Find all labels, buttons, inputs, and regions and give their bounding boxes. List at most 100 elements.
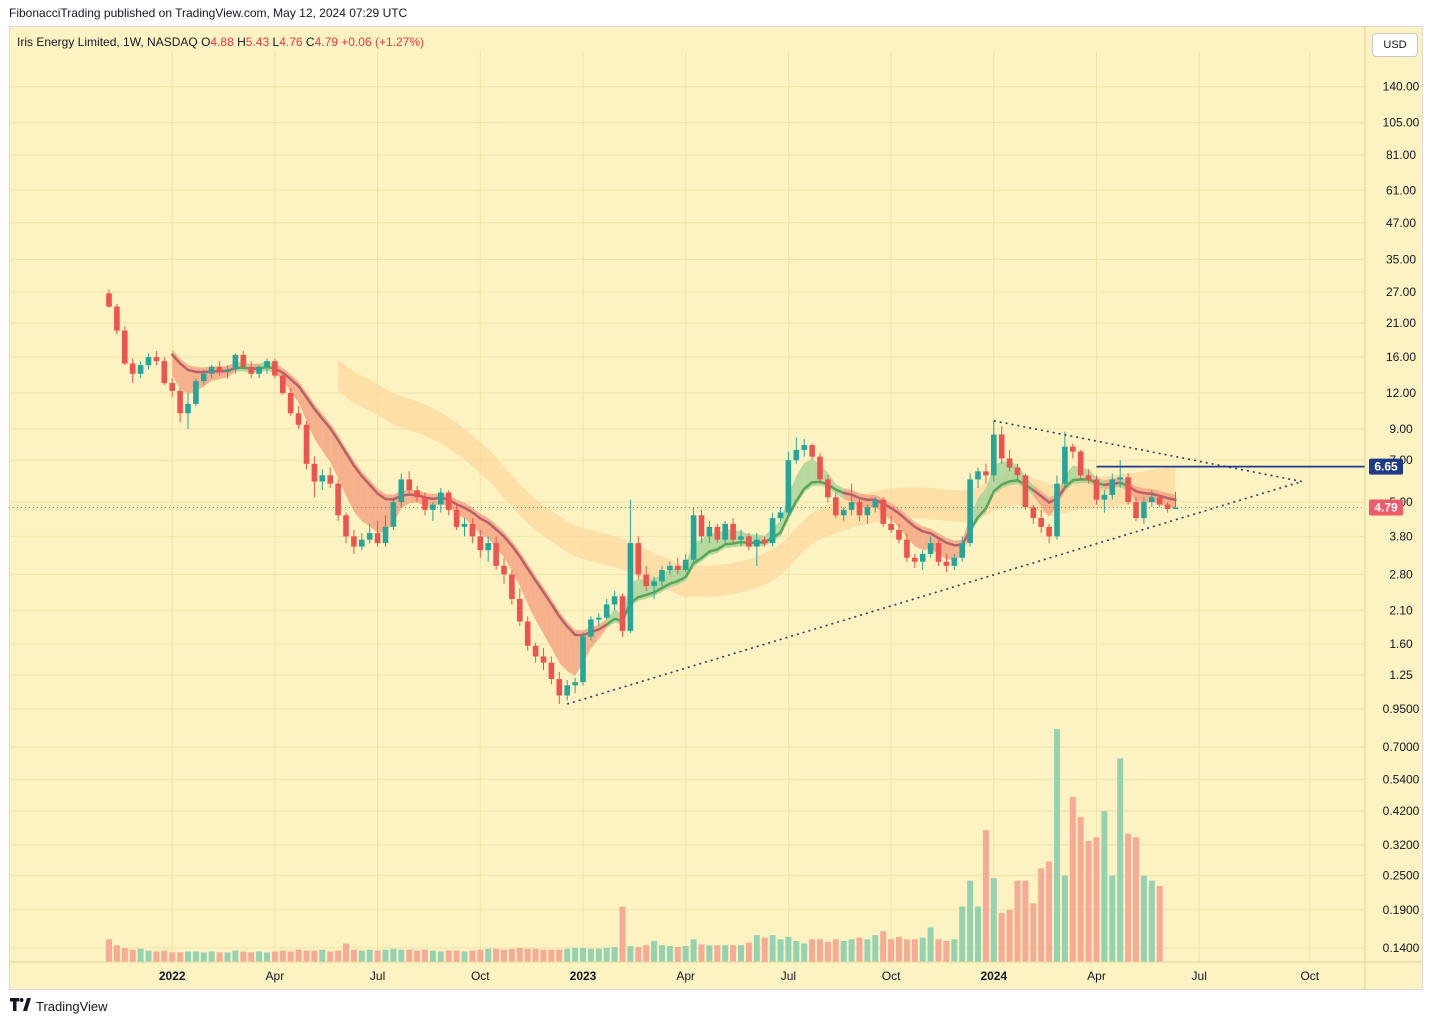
candle-body [493, 543, 499, 566]
ma-line-segment [534, 579, 545, 594]
time-tick-label: Jul [781, 969, 796, 983]
ma-line-segment [684, 561, 695, 579]
volume-bar [840, 940, 847, 962]
volume-bar [595, 948, 602, 962]
currency-button[interactable]: USD [1372, 33, 1418, 57]
ma-line-segment [644, 591, 656, 597]
candle-body [611, 596, 618, 605]
volume-bar [374, 950, 381, 962]
ma-line-segment [929, 532, 940, 540]
candle-body [840, 509, 847, 516]
candle-body [327, 475, 333, 484]
ma-line-segment [526, 567, 537, 582]
time-tick-label: 2023 [570, 969, 597, 983]
candle-body [667, 565, 673, 571]
volume-bar [896, 936, 902, 962]
volume-bar [564, 948, 571, 962]
volume-bar [469, 950, 476, 962]
volume-bar [366, 949, 373, 962]
candle-body [919, 553, 926, 562]
chart-area[interactable] [9, 26, 1423, 990]
candle-body [280, 375, 286, 394]
candle-body [374, 533, 381, 544]
candle-body [469, 523, 476, 537]
ma-line-segment [708, 548, 719, 553]
candle-body [809, 445, 815, 457]
volume-bar [390, 948, 397, 962]
candle-body [927, 543, 934, 554]
candle-body [193, 381, 199, 404]
candle-body [311, 463, 318, 482]
candle-body [114, 306, 120, 331]
volume-bar [327, 951, 334, 962]
candle-body [983, 471, 989, 476]
price-chart[interactable]: 140.00 105.00 81.00 61.00 47.00 35.00 27.00 21.… [9, 26, 1423, 990]
time-tick-label: Apr [266, 969, 285, 983]
volume-bar [1038, 868, 1045, 962]
volume-bar [453, 950, 460, 962]
volume-bar [793, 940, 800, 962]
candle-body [872, 499, 879, 508]
volume-bar [485, 948, 492, 962]
short-ma-ribbon-segment [1136, 486, 1144, 503]
candle-body [1117, 477, 1123, 480]
candle-body [888, 523, 894, 530]
volume-bar [1006, 909, 1013, 962]
volume-bar [224, 952, 231, 962]
volume-bar [982, 830, 989, 962]
volume-bar [706, 945, 713, 962]
price-tick-label: 21.00 [1386, 316, 1416, 330]
ma-line-segment [455, 503, 466, 509]
candle-body [572, 682, 578, 686]
candle-body [793, 449, 800, 461]
volume-bar [580, 947, 586, 962]
footer-branding[interactable]: TradingView [10, 998, 108, 1014]
open-label: O [201, 35, 211, 49]
candle-body [1172, 507, 1179, 510]
volume-bar [817, 939, 823, 962]
volume-bar [943, 940, 950, 962]
ma-line-segment [842, 491, 853, 496]
trendline-drawings[interactable] [9, 420, 1365, 705]
candle-body [856, 502, 863, 516]
volume-bar [216, 952, 223, 962]
candle-body [351, 536, 357, 547]
price-tick-label: 140.00 [1383, 80, 1420, 94]
short-ma-ribbon-segment [978, 488, 986, 521]
ma-line-segment [984, 490, 996, 510]
volume-bar [1022, 880, 1029, 962]
candle-body [343, 515, 349, 537]
candle-body [485, 543, 491, 551]
candle-body [517, 598, 523, 622]
candle-body [580, 636, 586, 683]
volume-bar [611, 946, 618, 962]
price-tick-label: 2.10 [1389, 603, 1413, 617]
ma-line-segment [368, 483, 379, 495]
volume-bar [1014, 880, 1021, 962]
volume-bar [161, 950, 168, 962]
low-value: 4.76 [279, 35, 303, 49]
ma-line-segment [858, 496, 869, 501]
candle-body [848, 502, 855, 510]
ma-line-segment [676, 575, 687, 583]
candle-body [651, 581, 657, 587]
volume-bar [145, 950, 152, 962]
published-by-text: FibonacciTrading published on TradingVie… [9, 6, 408, 20]
volume-bar [1030, 903, 1037, 962]
ma-line-segment [565, 625, 577, 637]
price-tick-label: 3.80 [1389, 529, 1413, 543]
candle-body [1030, 507, 1037, 519]
volume-bar [809, 939, 816, 962]
volume-bar [232, 950, 239, 962]
upper-trendline [993, 420, 1303, 483]
candle-body [390, 502, 397, 527]
ma-line-segment [810, 480, 822, 484]
ma-line-segment [945, 541, 956, 547]
volume-bar [279, 950, 286, 962]
candle-body [967, 479, 973, 544]
time-tick-label: Apr [676, 969, 695, 983]
volume-bar [508, 948, 515, 962]
candle-body [240, 354, 247, 367]
tradingview-logo-icon [10, 998, 32, 1014]
candle-body [864, 507, 871, 516]
